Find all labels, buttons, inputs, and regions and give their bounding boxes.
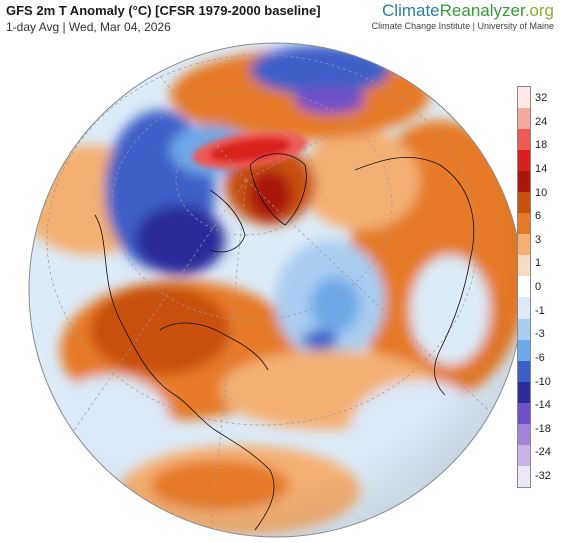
legend-tick-label: -6 xyxy=(535,351,545,364)
brand-word-reanalyzer: Reanalyzer xyxy=(439,1,525,20)
legend-swatch xyxy=(518,381,530,403)
color-legend-labels: 32 24 18 14 10 6 3 1 0 -1 -3 -6 -10 -14 -18 -24 -32 xyxy=(535,86,561,488)
brand-wordmark: ClimateReanalyzer.org xyxy=(372,1,554,21)
legend-swatch xyxy=(518,276,530,298)
globe-shading xyxy=(29,43,523,537)
legend-swatch xyxy=(518,444,530,466)
map-subtitle: 1-day Avg | Wed, Mar 04, 2026 xyxy=(6,20,171,34)
legend-swatch xyxy=(518,255,530,277)
legend-swatch xyxy=(518,150,530,172)
legend-swatch xyxy=(518,360,530,382)
legend-tick-label: -18 xyxy=(535,422,551,435)
legend-swatch xyxy=(518,402,530,424)
legend-swatch xyxy=(518,213,530,235)
legend-swatch xyxy=(518,297,530,319)
brand-word-org: .org xyxy=(524,1,554,20)
legend-swatch xyxy=(518,171,530,193)
legend-tick-label: -24 xyxy=(535,446,551,459)
legend-swatch xyxy=(518,234,530,256)
legend-swatch xyxy=(518,87,530,109)
legend-tick-label: 0 xyxy=(535,281,542,293)
legend-tick-label: -32 xyxy=(535,470,551,482)
color-legend-bar xyxy=(517,86,531,488)
map-title: GFS 2m T Anomaly (°C) [CFSR 1979-2000 ba… xyxy=(6,3,321,18)
legend-tick-label: -10 xyxy=(535,375,551,388)
legend-tick-label: 18 xyxy=(535,139,548,152)
legend-tick-label: 1 xyxy=(535,257,542,270)
legend-swatch xyxy=(518,129,530,151)
legend-tick-label: -3 xyxy=(535,328,545,341)
legend-swatch xyxy=(518,318,530,340)
legend-swatch xyxy=(518,465,530,487)
brand-logo[interactable]: ClimateReanalyzer.org Climate Change Ins… xyxy=(372,1,554,31)
legend-swatch xyxy=(518,108,530,130)
legend-tick-label: 32 xyxy=(535,92,548,104)
legend-tick-label: 14 xyxy=(535,162,548,175)
brand-credit: Climate Change Institute | University of… xyxy=(371,21,554,31)
legend-swatch xyxy=(518,423,530,445)
legend-tick-label: -14 xyxy=(535,399,551,412)
legend-tick-label: 3 xyxy=(535,233,542,246)
legend-tick-label: 6 xyxy=(535,210,542,223)
legend-tick-label: 10 xyxy=(535,186,548,199)
legend-tick-label: -1 xyxy=(535,304,545,317)
legend-swatch xyxy=(518,192,530,214)
brand-word-climate: Climate xyxy=(382,1,440,20)
legend-tick-label: 24 xyxy=(535,115,548,128)
legend-swatch xyxy=(518,339,530,361)
